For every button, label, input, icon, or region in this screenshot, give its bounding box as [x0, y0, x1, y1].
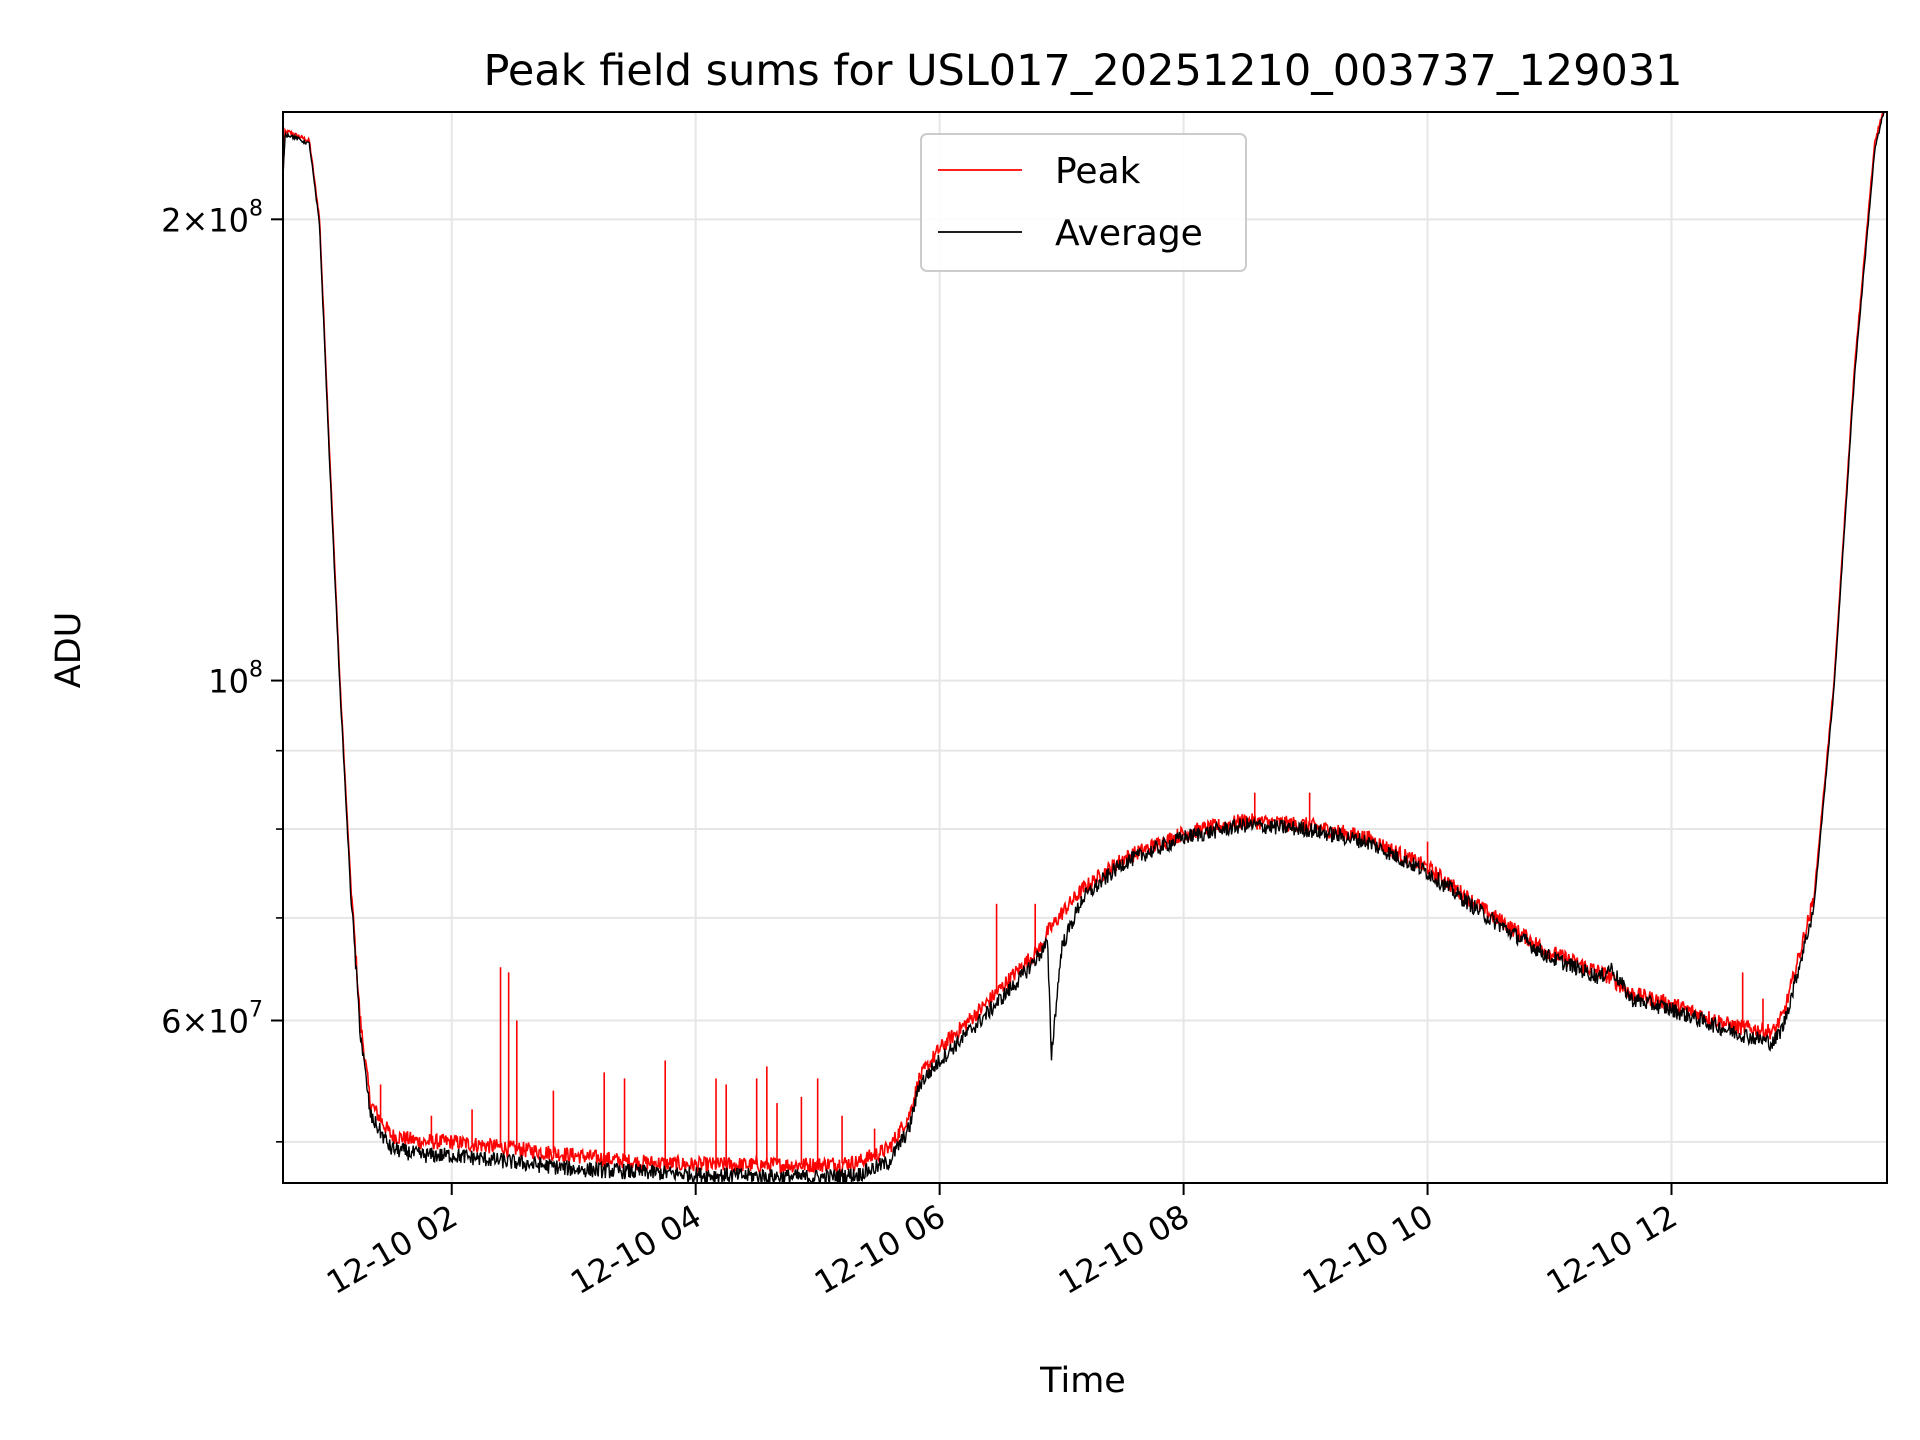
series-line-average [283, 112, 1885, 1183]
chart-title: Peak field sums for USL017_20251210_0037… [483, 46, 1682, 96]
y-tick-label: 6×107 [161, 997, 263, 1040]
legend-label-average: Average [1055, 213, 1203, 254]
series-line-peak [283, 112, 1884, 1175]
y-tick-label-exponent: 7 [249, 997, 263, 1022]
legend-box [920, 133, 1247, 272]
series-peak [283, 112, 1884, 1175]
y-tick-label-exponent: 8 [249, 658, 263, 683]
y-tick-label-base: 10 [208, 201, 249, 239]
y-tick-label-exponent: 8 [249, 196, 263, 221]
legend-label-peak: Peak [1055, 151, 1141, 192]
y-tick-label-base: 10 [208, 1002, 249, 1040]
grid [283, 112, 1887, 1183]
y-tick-label: 108 [208, 658, 263, 701]
y-tick-label: 2×108 [161, 196, 263, 239]
y-tick-label-mantissa: 6× [161, 1002, 208, 1040]
axes-frame [282, 111, 1888, 1184]
series-average [283, 112, 1885, 1183]
x-axis-title: Time [1039, 1361, 1126, 1401]
legend: Peak Average [920, 133, 1247, 272]
y-axis-title: ADU [49, 612, 89, 689]
y-tick-label-mantissa: 2× [161, 201, 208, 239]
plot-area [283, 112, 1885, 1183]
y-tick-label-base: 10 [208, 663, 249, 701]
